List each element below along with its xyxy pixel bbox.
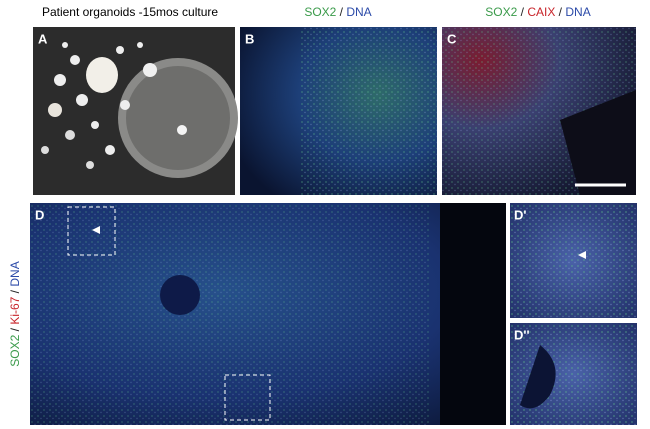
- panel-d-image: [30, 203, 506, 425]
- panel-header: SOX2 / CAIX / DNA: [485, 5, 590, 19]
- label-segment: DNA: [346, 5, 371, 19]
- label-segment: DNA: [565, 5, 590, 19]
- panel-header: SOX2 / DNA: [304, 5, 371, 19]
- panel-label: D': [514, 207, 526, 222]
- panel-label: B: [245, 31, 254, 46]
- panel-a-image: [33, 27, 238, 195]
- label-segment: /: [555, 5, 565, 19]
- panel-d2-image: [510, 323, 637, 425]
- label-segment: SOX2: [304, 5, 336, 19]
- side-label: SOX2 / Ki-67 / DNA: [8, 261, 22, 366]
- label-segment: DNA: [8, 261, 22, 286]
- label-segment: SOX2: [8, 334, 22, 366]
- label-segment: /: [8, 287, 22, 297]
- label-segment: /: [8, 325, 22, 335]
- label-segment: SOX2: [485, 5, 517, 19]
- label-segment: /: [336, 5, 346, 19]
- panel-d1-image: [510, 203, 637, 318]
- label-segment: CAIX: [527, 5, 555, 19]
- panel-label: D'': [514, 327, 530, 342]
- panel-label: D: [35, 207, 44, 222]
- label-segment: /: [517, 5, 527, 19]
- panel-c-image: [442, 27, 636, 195]
- label-segment: Ki-67: [8, 296, 22, 324]
- panel-label: C: [447, 31, 457, 46]
- panel-label: A: [38, 31, 48, 46]
- figure-title: Patient organoids -15mos culture: [42, 5, 218, 19]
- panel-b-image: [240, 27, 437, 195]
